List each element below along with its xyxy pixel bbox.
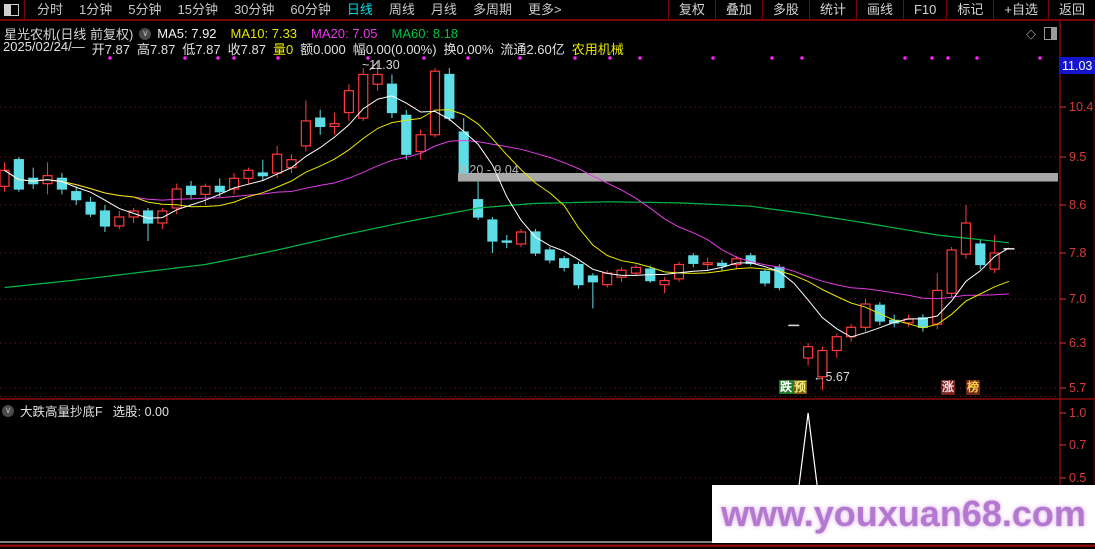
period-menu-bar: 分时 1分钟 5分钟 15分钟 30分钟 60分钟 日线 周线 月线 多周期 更多> 复权 叠加 多股统…: [0, 0, 1095, 21]
svg-text:0.5: 0.5: [1069, 471, 1086, 485]
quote-seg-9: 流通2.60亿: [500, 42, 565, 57]
quote-seg-5: 量0: [272, 42, 294, 57]
tool-item-0[interactable]: 复权: [667, 0, 715, 19]
quote-seg-7: 幅0.00(0.00%): [352, 42, 437, 57]
quote-seg-8: 换0.00%: [443, 42, 494, 57]
menu-item-5[interactable]: 60分钟: [290, 2, 331, 17]
quote-seg-10: 农用机械: [571, 42, 624, 57]
svg-text:5.7: 5.7: [1069, 381, 1086, 395]
quote-seg-6: 额0.000: [300, 42, 346, 57]
high-price-annotation: ~11.30: [362, 58, 400, 72]
quote-seg-0: 2025/02/24/—: [3, 39, 85, 54]
tool-item-1[interactable]: 叠加: [714, 0, 762, 19]
ma-label-0: MA5: 7.92: [157, 26, 217, 41]
menu-item-1[interactable]: 1分钟: [79, 2, 113, 17]
quote-seg-2: 高7.87: [137, 42, 176, 57]
gap-annotation: 9.20 - 9.04: [459, 163, 519, 177]
watermark-panel: www.youxuan68.com: [712, 485, 1095, 543]
event-tag-2[interactable]: 涨: [941, 380, 955, 395]
menu-item-0[interactable]: 分时: [37, 2, 64, 17]
watermark-text: www.youxuan68.com: [721, 493, 1086, 534]
menu-item-8[interactable]: 月线: [430, 2, 457, 17]
svg-text:11.03: 11.03: [1062, 59, 1092, 73]
quote-line: 2025/02/24/— 开7.87 高7.87 低7.87 收7.87 量0 额0.000…: [3, 39, 631, 58]
menu-item-10[interactable]: 更多>: [527, 2, 562, 17]
chevron-down-icon[interactable]: ∨: [139, 27, 152, 40]
ma-label-1: MA10: 7.33: [230, 26, 298, 41]
ma-label-2: MA20: 7.05: [311, 26, 378, 41]
menu-divider: [24, 0, 25, 19]
svg-text:6.3: 6.3: [1069, 336, 1086, 350]
ma-label-3: MA60: 8.18: [391, 26, 459, 41]
tool-menu: 复权 叠加 多股 统计 画线 F10 标记 +自选 返回: [667, 0, 1095, 19]
ma-legend: MA5: 7.92 MA10: 7.33 MA20: 7.05 MA60: 8.18: [157, 26, 458, 41]
split-window-icon[interactable]: [1044, 27, 1057, 40]
event-tag-3[interactable]: 榜: [966, 380, 980, 395]
svg-text:8.6: 8.6: [1069, 198, 1086, 212]
tool-item-7[interactable]: +自选: [993, 0, 1048, 19]
window-icon[interactable]: [4, 3, 19, 16]
tool-item-4[interactable]: 画线: [855, 0, 903, 19]
sub-indicator-row: ∨ 大跌高量抄底F 选股: 0.00: [2, 401, 169, 420]
period-menu: 分时 1分钟 5分钟 15分钟 30分钟 60分钟 日线 周线 月线 多周期 更多>: [29, 0, 570, 19]
tool-item-6[interactable]: 标记: [946, 0, 993, 19]
tool-item-5[interactable]: F10: [902, 0, 946, 19]
menu-item-3[interactable]: 15分钟: [177, 2, 218, 17]
indicator-value: 选股: 0.00: [112, 405, 169, 419]
stock-title: 星光农机(日线 前复权): [4, 27, 134, 42]
menu-item-2[interactable]: 5分钟: [128, 2, 162, 17]
menu-item-7[interactable]: 周线: [388, 2, 415, 17]
tool-item-8[interactable]: 返回: [1047, 0, 1095, 19]
chevron-down-icon[interactable]: ∨: [2, 404, 14, 417]
tool-item-2[interactable]: 多股: [761, 0, 809, 19]
menu-item-4[interactable]: 30分钟: [233, 2, 275, 17]
low-price-annotation: ←5.67: [813, 370, 850, 384]
menu-item-9[interactable]: 多周期: [472, 2, 512, 17]
svg-text:9.5: 9.5: [1069, 150, 1086, 164]
event-tag-1[interactable]: 预: [793, 380, 807, 394]
diamond-icon[interactable]: ◇: [1026, 26, 1036, 41]
quote-seg-1: 开7.87: [91, 42, 130, 57]
quote-seg-4: 收7.87: [227, 42, 266, 57]
svg-text:10.4: 10.4: [1069, 100, 1093, 114]
stock-info-row: 星光农机(日线 前复权) ∨ MA5: 7.92 MA10: 7.33 MA20: …: [4, 24, 458, 43]
tool-item-3[interactable]: 统计: [808, 0, 856, 19]
svg-text:1.0: 1.0: [1069, 406, 1086, 420]
quote-seg-3: 低7.87: [182, 42, 221, 57]
svg-text:0.7: 0.7: [1069, 438, 1086, 452]
indicator-name[interactable]: 大跌高量抄底F: [20, 405, 103, 419]
menu-item-6[interactable]: 日线: [346, 2, 373, 17]
svg-text:7.0: 7.0: [1069, 292, 1086, 306]
event-tag-0[interactable]: 跌: [779, 380, 793, 394]
svg-text:7.8: 7.8: [1069, 246, 1086, 260]
